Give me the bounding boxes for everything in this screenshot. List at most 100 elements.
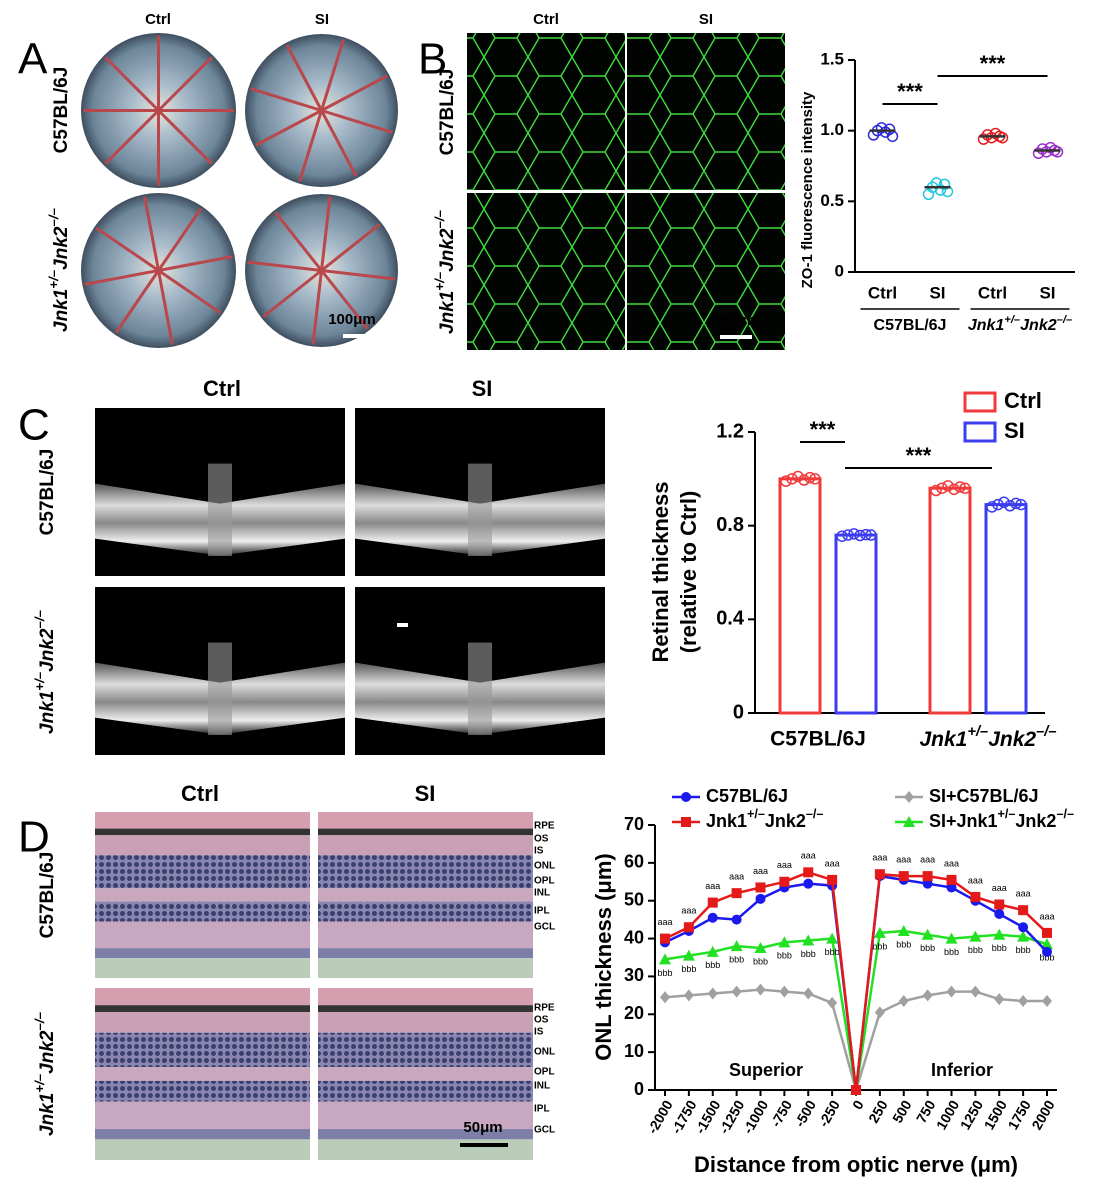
significance-label: bbb (896, 939, 911, 949)
x-tick-label: 1000 (933, 1097, 963, 1132)
data-point (707, 897, 718, 908)
data-point (922, 989, 933, 1002)
significance-label: bbb (1016, 945, 1031, 955)
vessel (321, 109, 393, 134)
histology-layer (95, 1080, 310, 1102)
data-point (683, 922, 694, 933)
data-point (731, 985, 742, 998)
data-point (836, 530, 848, 542)
histology-layer (318, 1032, 533, 1068)
significance-label: aaa (801, 851, 816, 861)
data-point (874, 1006, 885, 1019)
x-axis-label: Distance from optic nerve (μm) (694, 1152, 1018, 1177)
column-label: Ctrl (203, 376, 241, 401)
data-point (860, 528, 872, 541)
data-point (786, 473, 798, 485)
panel-letter: C (18, 401, 50, 450)
x-tick-label: Ctrl (978, 283, 1007, 302)
legend-marker (904, 791, 914, 803)
data-point (660, 991, 670, 1004)
superscript: +/– (32, 1073, 47, 1092)
significance-label: *** (810, 417, 836, 442)
oct-nerve (468, 463, 492, 556)
vessel (157, 269, 222, 315)
histology-layer (318, 1067, 533, 1081)
legend-marker (681, 792, 691, 802)
significance-label: bbb (872, 941, 887, 951)
x-tick-label: 1500 (981, 1097, 1011, 1132)
layer-label: GCL (534, 922, 555, 933)
x-tick-label: 2000 (1028, 1097, 1058, 1132)
vessel (320, 223, 381, 272)
text-part: Jnk1 (706, 811, 747, 831)
data-point (865, 529, 877, 541)
data-point (1041, 938, 1053, 950)
data-point (1018, 905, 1029, 916)
significance-label: aaa (681, 906, 696, 916)
panel-letter: D (18, 813, 50, 862)
text-part: Jnk1 (37, 691, 58, 734)
y-axis-label: (relative to Ctrl) (676, 491, 701, 654)
y-tick-label: 70 (624, 814, 644, 834)
histology-layer (318, 958, 533, 978)
vessel (84, 269, 159, 286)
data-point (938, 178, 951, 191)
histology-layer (95, 1032, 310, 1068)
x-tick-label: -250 (815, 1097, 843, 1129)
data-point (804, 471, 816, 484)
column-label: Ctrl (145, 11, 171, 28)
data-point (897, 925, 910, 936)
data-point (802, 934, 815, 946)
data-point (954, 481, 966, 493)
superscript: –/– (32, 1011, 47, 1030)
significance-label: aaa (872, 853, 887, 863)
layer-label: IS (534, 1027, 544, 1038)
histology-layer (318, 1012, 533, 1033)
superscript: +/– (967, 724, 988, 740)
data-point (946, 874, 957, 885)
data-point (683, 989, 694, 1002)
vessel (320, 39, 345, 111)
text-part: Jnk2 (765, 811, 806, 831)
panel-letter: B (418, 35, 447, 84)
histology-layer (318, 948, 533, 959)
data-point (659, 953, 671, 965)
data-point (660, 933, 670, 944)
significance-label: aaa (1016, 889, 1031, 899)
data-point (1015, 498, 1027, 511)
data-point (798, 474, 810, 486)
data-point (755, 893, 766, 904)
superscript: –/– (806, 807, 824, 821)
layer-label: RPE (534, 821, 555, 832)
data-point (946, 882, 957, 893)
y-tick-label: 50 (624, 889, 644, 909)
y-tick-label: 10 (624, 1041, 644, 1061)
histology-layer (318, 1139, 533, 1160)
y-axis-label: ZO-1 fluorescence intensity (799, 91, 816, 288)
column-label: Ctrl (533, 11, 559, 28)
data-point (826, 932, 839, 944)
data-point (842, 529, 854, 541)
vessel (157, 56, 213, 112)
data-point (921, 928, 934, 940)
column-label: SI (415, 781, 436, 806)
vessel (157, 270, 174, 345)
significance-label: bbb (657, 968, 672, 978)
text-part: Jnk2 (51, 226, 72, 270)
group-label: C57BL/6J (770, 728, 866, 751)
superscript: +/– (432, 271, 447, 290)
histology-layer (318, 1080, 533, 1102)
vessel (285, 44, 323, 112)
data-point (922, 878, 933, 889)
superscript: +/– (998, 807, 1016, 821)
significance-label: *** (980, 51, 1006, 76)
data-point (827, 996, 838, 1009)
histology-layer (95, 1012, 310, 1033)
vessel (157, 207, 203, 272)
histology-layer (95, 855, 310, 889)
column-label: SI (472, 376, 493, 401)
significance-label: bbb (729, 955, 744, 965)
text-part: Jnk1 (51, 289, 72, 332)
data-point (780, 475, 792, 487)
y-tick-label: 0 (733, 701, 744, 723)
